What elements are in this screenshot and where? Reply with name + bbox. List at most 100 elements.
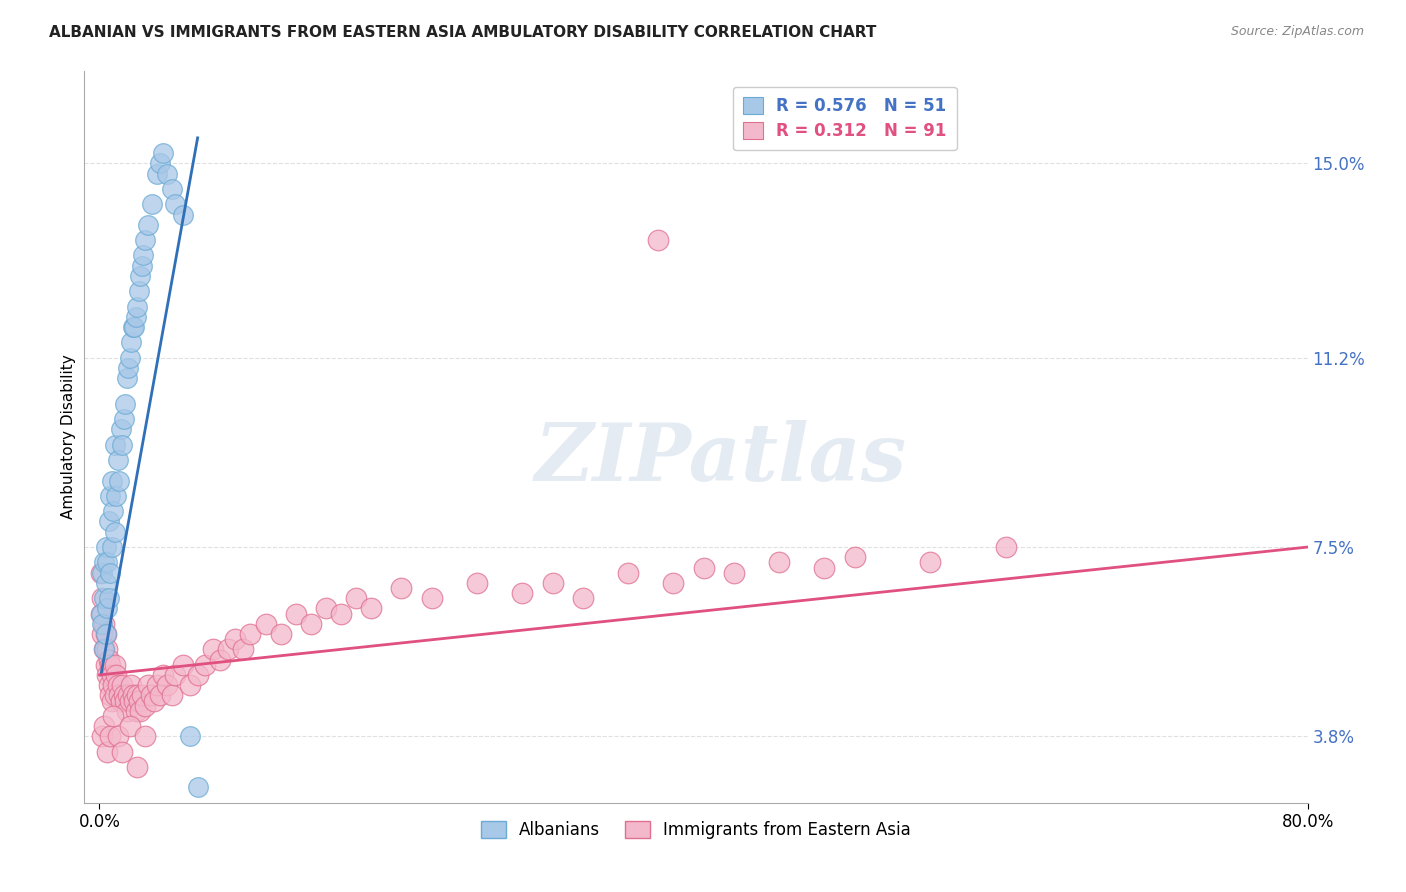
Point	[128, 693, 150, 707]
Point	[97, 652, 120, 666]
Point	[163, 197, 186, 211]
Point	[117, 361, 139, 376]
Point	[187, 668, 209, 682]
Point	[91, 627, 114, 641]
Point	[146, 167, 169, 181]
Point	[194, 657, 217, 672]
Point	[118, 351, 141, 365]
Text: Source: ZipAtlas.com: Source: ZipAtlas.com	[1230, 25, 1364, 38]
Point	[101, 504, 124, 518]
Point	[142, 693, 165, 707]
Point	[179, 729, 201, 743]
Point	[91, 566, 114, 580]
Point	[128, 285, 150, 299]
Point	[114, 693, 136, 707]
Point	[97, 591, 120, 606]
Point	[100, 668, 122, 682]
Point	[94, 540, 117, 554]
Point	[112, 689, 135, 703]
Point	[115, 371, 138, 385]
Point	[136, 678, 159, 692]
Point	[270, 627, 292, 641]
Point	[152, 146, 174, 161]
Point	[107, 729, 129, 743]
Point	[131, 259, 153, 273]
Point	[121, 689, 143, 703]
Point	[117, 689, 139, 703]
Point	[111, 745, 134, 759]
Point	[114, 397, 136, 411]
Point	[96, 745, 118, 759]
Point	[160, 689, 183, 703]
Point	[156, 167, 179, 181]
Point	[139, 689, 162, 703]
Point	[662, 575, 685, 590]
Point	[91, 591, 114, 606]
Text: ZIPatlas: ZIPatlas	[534, 420, 907, 498]
Point	[692, 560, 714, 574]
Point	[103, 524, 125, 539]
Point	[96, 601, 118, 615]
Point	[90, 607, 112, 621]
Text: ALBANIAN VS IMMIGRANTS FROM EASTERN ASIA AMBULATORY DISABILITY CORRELATION CHART: ALBANIAN VS IMMIGRANTS FROM EASTERN ASIA…	[49, 25, 876, 40]
Point	[844, 550, 866, 565]
Point	[94, 657, 117, 672]
Point	[101, 709, 124, 723]
Point	[91, 616, 114, 631]
Point	[93, 642, 115, 657]
Point	[134, 729, 156, 743]
Point	[98, 489, 121, 503]
Point	[330, 607, 353, 621]
Point	[647, 233, 669, 247]
Point	[187, 780, 209, 795]
Point	[118, 693, 141, 707]
Point	[103, 689, 125, 703]
Point	[91, 729, 114, 743]
Point	[112, 412, 135, 426]
Point	[918, 555, 941, 569]
Point	[617, 566, 640, 580]
Point	[129, 704, 152, 718]
Point	[160, 182, 183, 196]
Point	[100, 540, 122, 554]
Point	[108, 474, 131, 488]
Point	[93, 591, 115, 606]
Legend: Albanians, Immigrants from Eastern Asia: Albanians, Immigrants from Eastern Asia	[474, 814, 918, 846]
Point	[201, 642, 224, 657]
Point	[571, 591, 593, 606]
Point	[107, 453, 129, 467]
Point	[103, 657, 125, 672]
Point	[93, 719, 115, 733]
Point	[152, 668, 174, 682]
Point	[98, 689, 121, 703]
Point	[239, 627, 262, 641]
Point	[105, 489, 128, 503]
Point	[132, 248, 155, 262]
Point	[217, 642, 239, 657]
Point	[465, 575, 488, 590]
Point	[232, 642, 254, 657]
Point	[101, 678, 124, 692]
Point	[360, 601, 382, 615]
Point	[127, 760, 149, 774]
Point	[813, 560, 835, 574]
Point	[129, 268, 152, 283]
Point	[391, 581, 413, 595]
Point	[90, 607, 112, 621]
Point	[125, 310, 148, 324]
Point	[172, 657, 194, 672]
Point	[163, 668, 186, 682]
Point	[96, 555, 118, 569]
Point	[994, 540, 1017, 554]
Point	[108, 689, 131, 703]
Point	[149, 156, 172, 170]
Point	[768, 555, 790, 569]
Point	[94, 627, 117, 641]
Point	[284, 607, 307, 621]
Point	[127, 689, 149, 703]
Point	[98, 657, 121, 672]
Point	[118, 719, 141, 733]
Point	[105, 668, 128, 682]
Point	[131, 689, 153, 703]
Point	[94, 575, 117, 590]
